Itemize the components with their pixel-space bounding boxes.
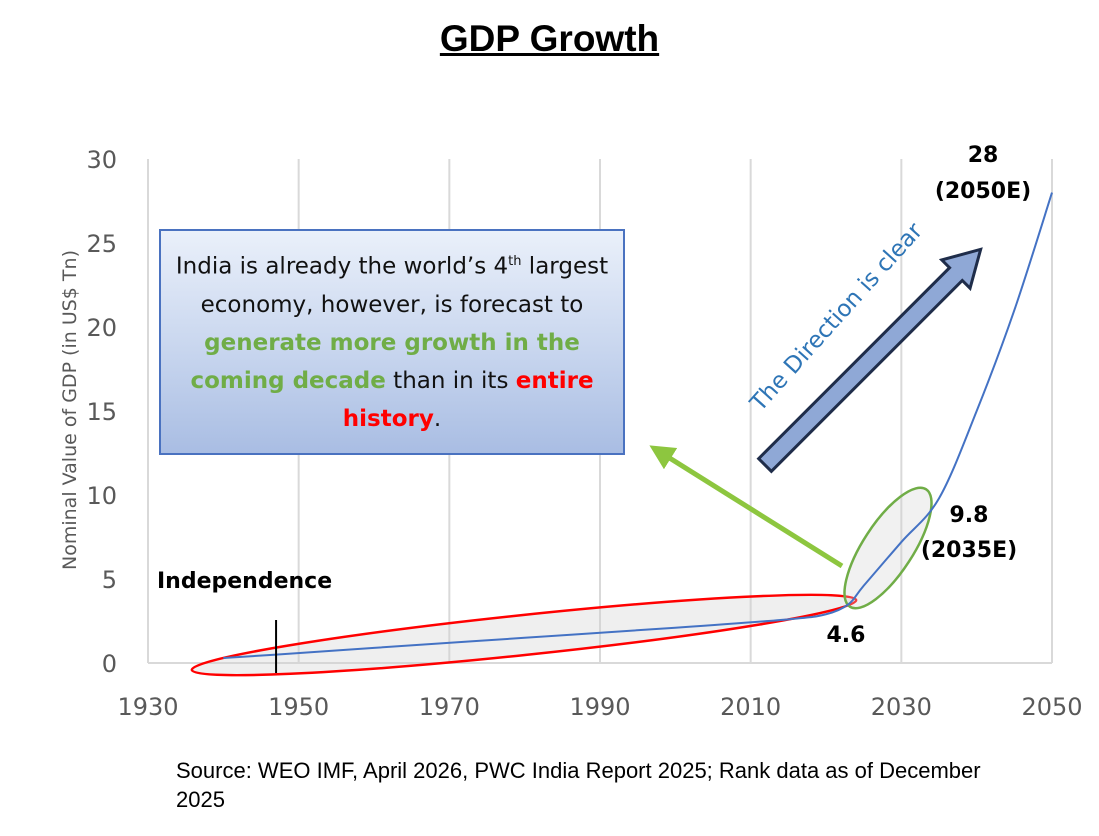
x-tick-label: 2030 [871, 693, 932, 721]
x-tick-label: 1950 [268, 693, 329, 721]
source-note: Source: WEO IMF, April 2026, PWC India R… [176, 758, 981, 812]
y-axis-label: Nominal Value of GDP (in US$ Tn) [59, 250, 81, 570]
x-tick-label: 2050 [1021, 693, 1082, 721]
y-tick-label: 5 [102, 566, 117, 594]
y-tick-label: 25 [86, 230, 117, 258]
callout-sup: th [508, 254, 522, 269]
decade-highlight-ellipse [843, 486, 933, 610]
x-tick-labels: 1930 1950 1970 1990 2010 2030 2050 [117, 693, 1082, 721]
y-tick-label: 0 [102, 650, 117, 678]
y-tick-labels: 0 5 10 15 20 25 30 [86, 146, 117, 678]
chart-title: GDP Growth [439, 18, 660, 59]
green-pointer-arrow [649, 445, 844, 569]
y-tick-label: 15 [86, 398, 117, 426]
callout-text-1: India is already the world’s 4 [175, 253, 509, 280]
callout-highlight-green: generate more growth in the coming decad… [190, 329, 580, 394]
label-2035-value: 9.8 [949, 503, 989, 528]
x-tick-label: 2010 [720, 693, 781, 721]
direction-arrow [756, 247, 983, 474]
callout-text-2: largest economy, however, is forecast to [200, 253, 609, 318]
label-2035-year: (2035E) [920, 538, 1018, 563]
label-2025-value: 4.6 [826, 623, 866, 648]
x-tick-label: 1990 [569, 693, 630, 721]
y-tick-label: 20 [86, 314, 117, 342]
y-tick-label: 30 [86, 146, 117, 174]
y-tick-label: 10 [86, 482, 117, 510]
independence-label: Independence [157, 569, 333, 594]
callout-text-4: . [433, 405, 442, 432]
callout-highlight-red: entire history [342, 367, 594, 432]
callout-text-3: than in its [385, 367, 516, 394]
x-tick-label: 1970 [419, 693, 480, 721]
x-tick-label: 1930 [117, 693, 178, 721]
callout-box: India is already the world’s 4th largest… [159, 229, 625, 455]
history-highlight-ellipse [190, 593, 858, 677]
label-2050-value: 28 [967, 143, 999, 168]
gdp-series-line [223, 192, 1053, 659]
label-2050-year: (2050E) [934, 179, 1032, 204]
